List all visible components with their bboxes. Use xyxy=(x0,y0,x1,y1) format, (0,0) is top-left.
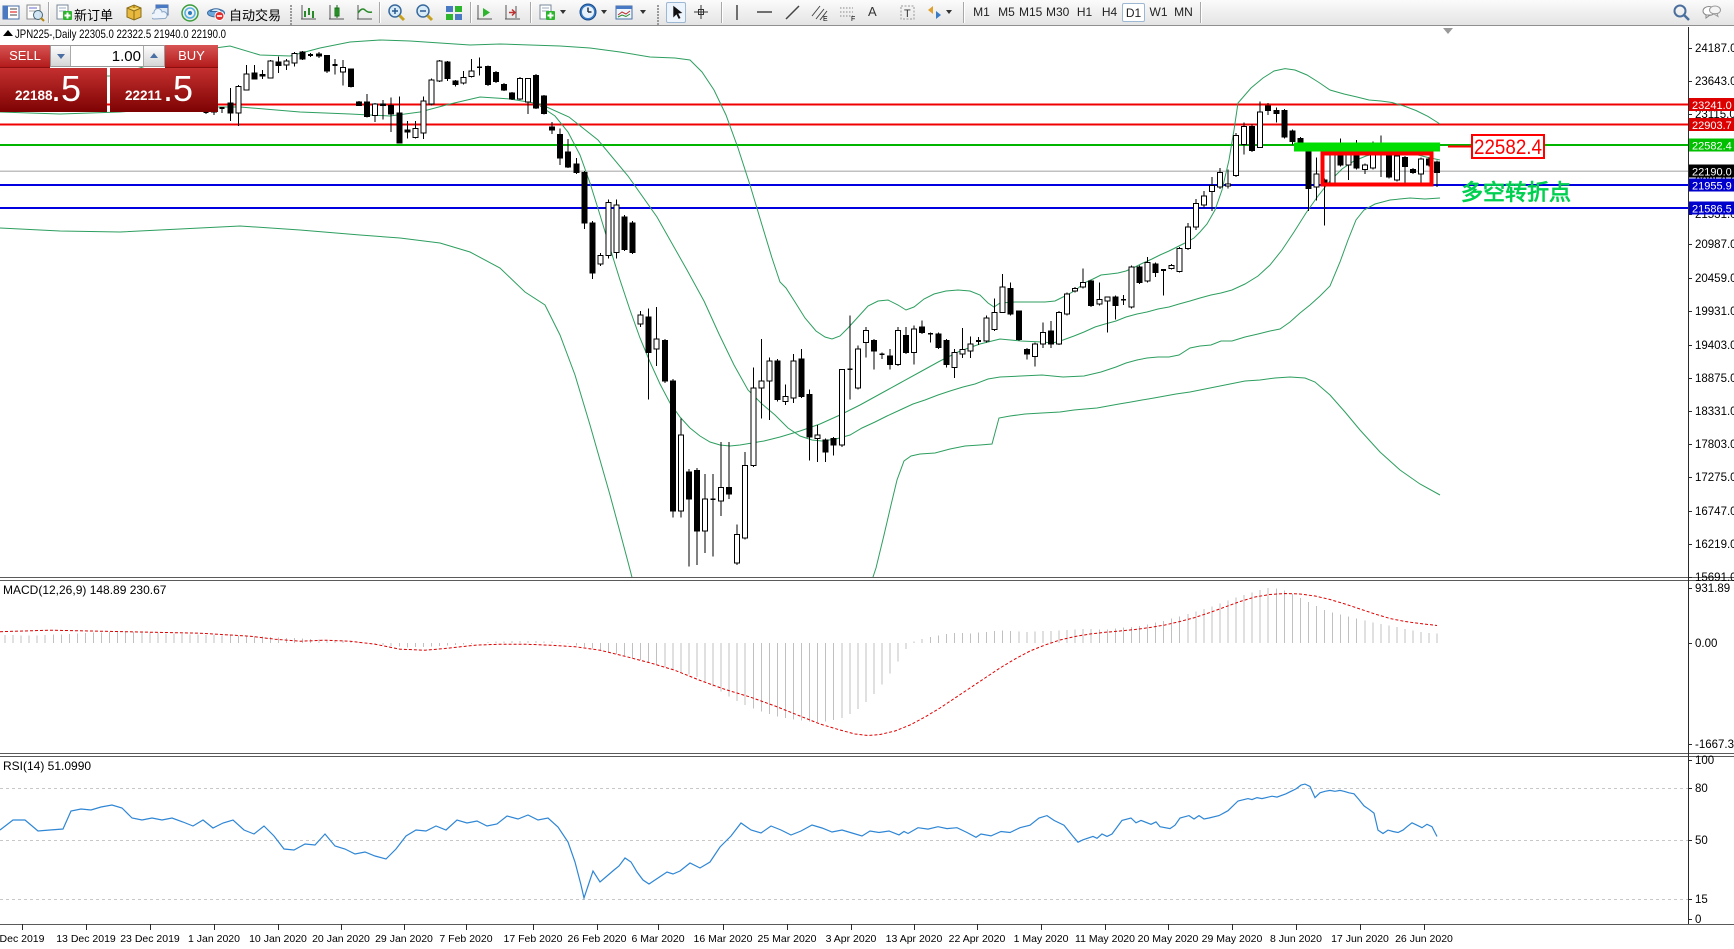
svg-text:多空转折点: 多空转折点 xyxy=(1461,180,1571,205)
svg-text:22582.4: 22582.4 xyxy=(1692,141,1732,153)
svg-text:22 Apr 2020: 22 Apr 2020 xyxy=(949,933,1006,945)
svg-text:13 Dec 2019: 13 Dec 2019 xyxy=(56,933,116,945)
svg-text:13 Apr 2020: 13 Apr 2020 xyxy=(886,933,943,945)
svg-text:6 Mar 2020: 6 Mar 2020 xyxy=(631,933,684,945)
svg-text:15: 15 xyxy=(1695,894,1708,906)
svg-text:0.00: 0.00 xyxy=(1695,638,1717,650)
svg-text:3 Apr 2020: 3 Apr 2020 xyxy=(826,933,877,945)
svg-text:17 Jun 2020: 17 Jun 2020 xyxy=(1331,933,1389,945)
svg-text:29 Jan 2020: 29 Jan 2020 xyxy=(375,933,433,945)
svg-text:29 May 2020: 29 May 2020 xyxy=(1202,933,1263,945)
svg-text:22903.7: 22903.7 xyxy=(1692,120,1732,132)
svg-text:F: F xyxy=(851,16,855,23)
svg-text:Dec 2019: Dec 2019 xyxy=(0,933,45,945)
svg-text:17275.0: 17275.0 xyxy=(1695,472,1734,484)
svg-text:100: 100 xyxy=(1695,755,1714,767)
svg-text:21586.5: 21586.5 xyxy=(1692,203,1732,215)
svg-text:20 Jan 2020: 20 Jan 2020 xyxy=(312,933,370,945)
svg-text:JPN225-,Daily 22305.0 22322.5: JPN225-,Daily 22305.0 22322.5 21940.0 22… xyxy=(15,27,226,41)
svg-text:23 Dec 2019: 23 Dec 2019 xyxy=(120,933,180,945)
svg-text:26 Feb 2020: 26 Feb 2020 xyxy=(568,933,627,945)
svg-text:1 Jan 2020: 1 Jan 2020 xyxy=(188,933,240,945)
svg-text:21955.9: 21955.9 xyxy=(1692,181,1732,193)
svg-text:18331.0: 18331.0 xyxy=(1695,406,1734,418)
svg-text:20 May 2020: 20 May 2020 xyxy=(1138,933,1199,945)
svg-text:22190.0: 22190.0 xyxy=(1692,167,1732,179)
svg-text:80: 80 xyxy=(1695,783,1708,795)
svg-text:23241.0: 23241.0 xyxy=(1692,100,1732,112)
svg-text:E: E xyxy=(823,16,828,23)
svg-text:22582.4: 22582.4 xyxy=(1474,136,1542,159)
svg-text:RSI(14) 51.0990: RSI(14) 51.0990 xyxy=(3,759,91,773)
svg-text:24187.0: 24187.0 xyxy=(1695,43,1734,55)
svg-text:0: 0 xyxy=(1695,914,1701,926)
svg-text:17803.0: 17803.0 xyxy=(1695,439,1734,451)
svg-text:19403.0: 19403.0 xyxy=(1695,340,1734,352)
svg-text:23643.0: 23643.0 xyxy=(1695,76,1734,88)
svg-text:11 May 2020: 11 May 2020 xyxy=(1075,933,1135,945)
svg-text:18875.0: 18875.0 xyxy=(1695,373,1734,385)
svg-text:16747.0: 16747.0 xyxy=(1695,506,1734,518)
svg-text:17 Feb 2020: 17 Feb 2020 xyxy=(504,933,563,945)
svg-text:26 Jun 2020: 26 Jun 2020 xyxy=(1395,933,1453,945)
svg-text:1 May 2020: 1 May 2020 xyxy=(1014,933,1069,945)
svg-text:20459.0: 20459.0 xyxy=(1695,273,1734,285)
svg-text:20987.0: 20987.0 xyxy=(1695,239,1734,251)
svg-text:10 Jan 2020: 10 Jan 2020 xyxy=(249,933,307,945)
svg-text:25 Mar 2020: 25 Mar 2020 xyxy=(758,933,817,945)
svg-text:7 Feb 2020: 7 Feb 2020 xyxy=(439,933,492,945)
svg-text:MACD(12,26,9) 148.89 230.67: MACD(12,26,9) 148.89 230.67 xyxy=(3,583,167,597)
svg-text:16219.0: 16219.0 xyxy=(1695,539,1734,551)
svg-text:16 Mar 2020: 16 Mar 2020 xyxy=(694,933,753,945)
svg-text:8 Jun 2020: 8 Jun 2020 xyxy=(1270,933,1322,945)
svg-text:15691.0: 15691.0 xyxy=(1695,572,1734,584)
svg-text:19931.0: 19931.0 xyxy=(1695,306,1734,318)
svg-text:50: 50 xyxy=(1695,835,1708,847)
svg-text:931.89: 931.89 xyxy=(1695,583,1730,595)
svg-text:T: T xyxy=(904,8,911,20)
svg-text:-1667.31: -1667.31 xyxy=(1695,739,1734,751)
